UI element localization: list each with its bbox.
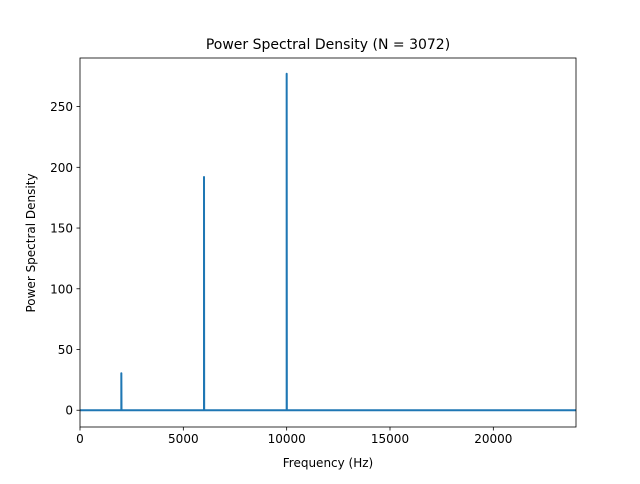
x-axis: 0 5000 10000 15000 20000 xyxy=(76,427,512,446)
y-tick-label-150: 150 xyxy=(50,222,73,236)
plot-area xyxy=(80,72,576,412)
y-axis-label: Power Spectral Density xyxy=(24,173,38,312)
series-line-1 xyxy=(80,72,576,412)
x-tick-label-15000: 15000 xyxy=(371,432,409,446)
y-tick-label-50: 50 xyxy=(58,343,73,357)
y-tick-label-100: 100 xyxy=(50,282,73,296)
y-tick-label-250: 250 xyxy=(50,100,73,114)
x-tick-label-0: 0 xyxy=(76,432,84,446)
x-tick-label-20000: 20000 xyxy=(474,432,512,446)
x-tick-label-5000: 5000 xyxy=(168,432,199,446)
y-axis: 0 50 100 150 200 250 xyxy=(50,100,80,418)
x-tick-label-10000: 10000 xyxy=(268,432,306,446)
x-axis-label: Frequency (Hz) xyxy=(283,456,374,470)
plot-frame xyxy=(79,57,577,428)
y-tick-label-0: 0 xyxy=(65,404,73,418)
y-tick-label-200: 200 xyxy=(50,161,73,175)
chart-title: Power Spectral Density (N = 3072) xyxy=(206,37,450,53)
